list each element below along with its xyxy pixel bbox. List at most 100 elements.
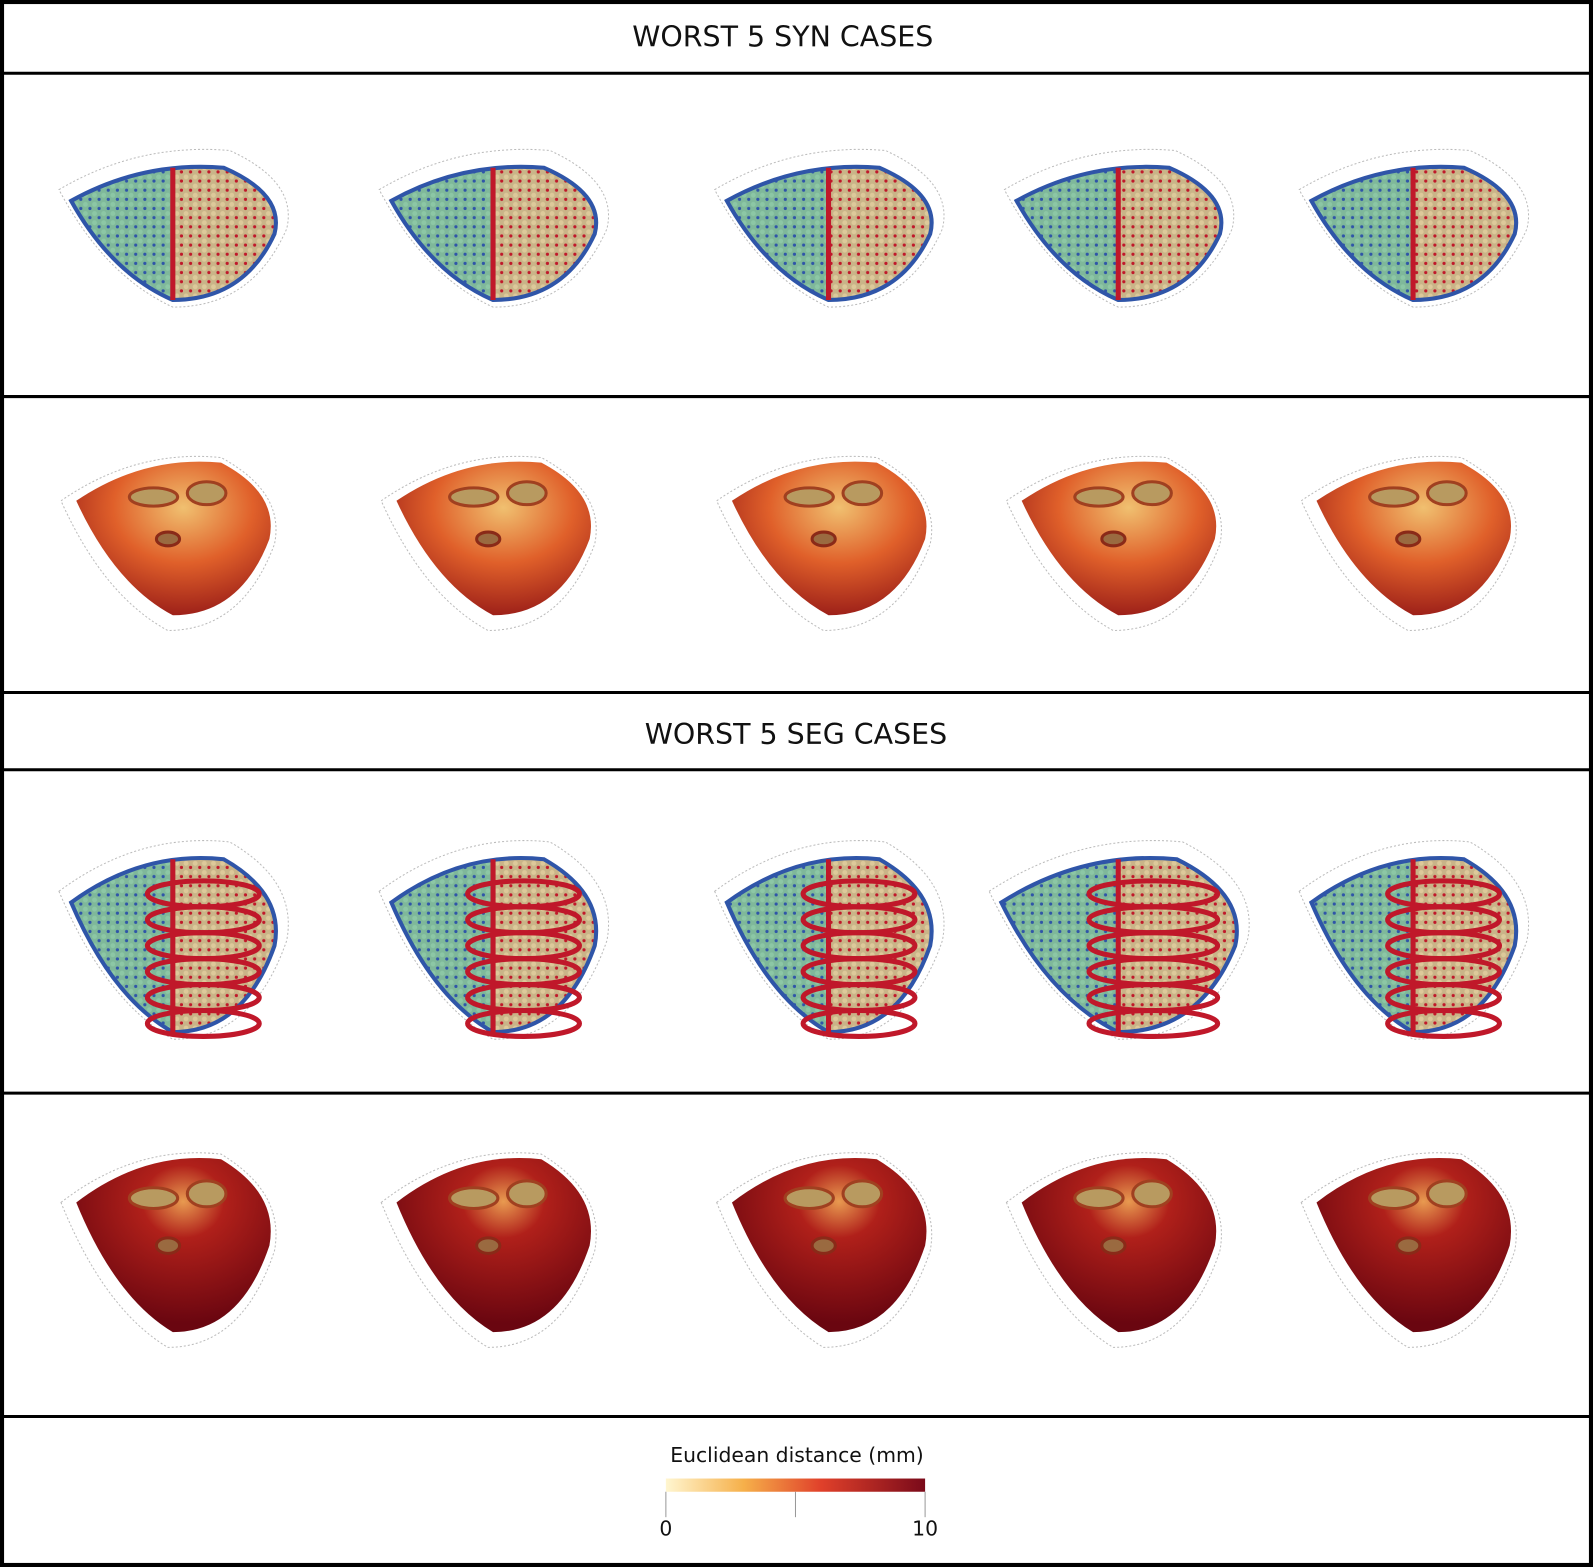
valve xyxy=(1395,1236,1422,1255)
right-part xyxy=(1413,166,1517,300)
surface xyxy=(380,1152,597,1348)
outline xyxy=(1013,164,1224,303)
mesh-outline xyxy=(60,1152,277,1348)
point-cloud xyxy=(58,840,289,1040)
mesh-outline xyxy=(378,840,609,1040)
dividers xyxy=(2,71,1591,1419)
outline xyxy=(388,164,599,303)
point-cloud xyxy=(988,840,1250,1040)
mesh-outline xyxy=(378,148,609,308)
valve xyxy=(1100,530,1127,548)
valve xyxy=(810,1236,837,1255)
point-cloud xyxy=(1298,840,1530,1040)
right-part xyxy=(493,166,597,300)
point-cloud xyxy=(714,840,945,1040)
point-cloud xyxy=(378,840,609,1040)
surface xyxy=(380,455,597,631)
slice xyxy=(465,1007,582,1039)
mesh-outline xyxy=(714,840,945,1040)
left-part xyxy=(726,166,829,300)
slice xyxy=(800,1007,918,1039)
surface xyxy=(716,1152,933,1348)
surface xyxy=(60,1152,277,1348)
left-part xyxy=(1311,166,1414,300)
surface xyxy=(1005,455,1222,631)
valve xyxy=(1073,1186,1125,1211)
point-cloud xyxy=(58,148,289,308)
outline xyxy=(998,855,1239,1035)
point-cloud xyxy=(1298,148,1529,308)
valve xyxy=(475,530,502,548)
surface xyxy=(716,455,933,631)
point-cloud xyxy=(713,148,945,308)
valve xyxy=(810,530,837,548)
colorbar-tick-label: 0 xyxy=(659,1516,672,1540)
valve xyxy=(185,1179,228,1209)
mesh-outline xyxy=(716,1152,933,1348)
right-part xyxy=(172,166,276,300)
valve xyxy=(448,486,500,508)
surface xyxy=(1300,1152,1517,1348)
right-part xyxy=(1118,166,1222,300)
mesh-outline xyxy=(58,148,289,308)
slice xyxy=(144,1007,262,1039)
surface xyxy=(60,455,277,631)
mesh-outline xyxy=(1005,455,1222,631)
valve xyxy=(1395,530,1422,548)
outline xyxy=(1308,164,1519,303)
mesh-outline xyxy=(1300,1152,1517,1348)
colorbar-tick-label: 10 xyxy=(912,1516,938,1540)
valve xyxy=(475,1236,502,1255)
left-part xyxy=(391,166,494,300)
right-part xyxy=(828,858,932,1033)
mesh-outline xyxy=(1300,455,1517,631)
valve xyxy=(1426,480,1468,507)
mesh-outline xyxy=(1005,1152,1222,1348)
valve xyxy=(506,1179,548,1209)
valve xyxy=(185,480,228,507)
valve xyxy=(783,486,835,508)
valve xyxy=(154,530,182,548)
right-part xyxy=(493,858,597,1033)
colorbar-label: Euclidean distance (mm) xyxy=(670,1443,923,1467)
mesh-outline xyxy=(60,455,277,631)
valve xyxy=(127,486,180,508)
valve xyxy=(506,480,548,507)
surface xyxy=(1300,455,1517,631)
valve xyxy=(448,1186,500,1211)
mesh-outline xyxy=(1298,148,1529,308)
right-part xyxy=(1413,858,1517,1033)
point-cloud xyxy=(1003,148,1235,308)
valve xyxy=(1368,1186,1420,1211)
valve xyxy=(1131,1179,1173,1209)
valve xyxy=(1368,486,1420,508)
valve xyxy=(841,1179,884,1209)
right-part xyxy=(828,166,932,300)
valve xyxy=(1073,486,1125,508)
mesh-outline xyxy=(58,840,289,1040)
valve xyxy=(1100,1236,1127,1255)
valve xyxy=(127,1186,180,1211)
right-part xyxy=(1118,858,1237,1033)
colorbar-gradient xyxy=(665,1478,926,1492)
valve xyxy=(1131,480,1173,507)
mesh-outline xyxy=(716,455,933,631)
mesh-outline xyxy=(380,1152,597,1348)
left-part xyxy=(71,166,173,300)
valve xyxy=(1426,1179,1468,1209)
valve xyxy=(783,1186,835,1211)
point-cloud xyxy=(378,148,609,308)
section-title: WORST 5 SEG CASES xyxy=(645,718,947,751)
mesh-outline xyxy=(713,148,945,308)
colorbar: 0 10 xyxy=(659,1478,938,1540)
valve xyxy=(841,480,884,507)
mesh-outline xyxy=(1298,840,1530,1040)
mesh-outline xyxy=(988,840,1250,1040)
slice xyxy=(1086,1007,1221,1039)
left-part xyxy=(1016,166,1119,300)
mesh-outline xyxy=(380,455,597,631)
right-part xyxy=(172,858,276,1033)
outline xyxy=(68,164,278,303)
